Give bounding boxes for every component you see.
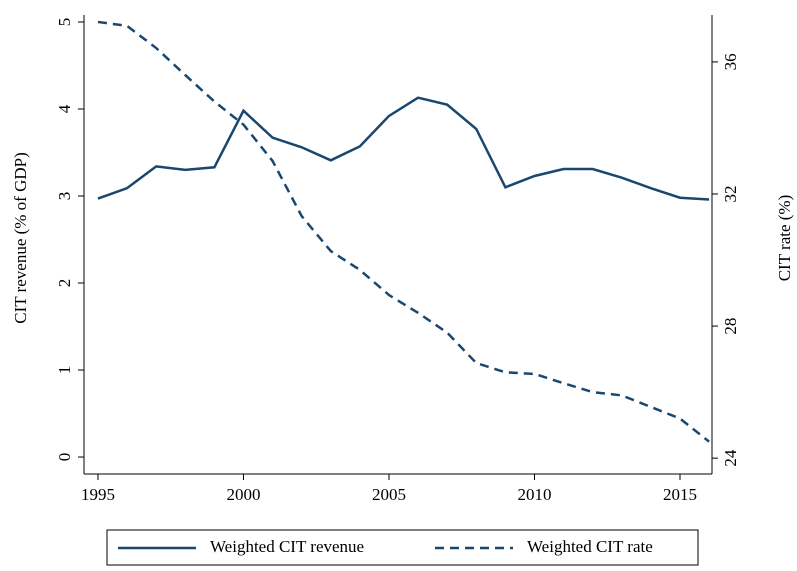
y-axis-title: CIT revenue (% of GDP) bbox=[11, 152, 30, 324]
y-tick-label: 3 bbox=[55, 192, 74, 201]
legend-label: Weighted CIT rate bbox=[527, 537, 653, 556]
x-tick-label: 2000 bbox=[226, 485, 260, 504]
y2-tick-label: 32 bbox=[721, 185, 740, 202]
y2-tick-label: 28 bbox=[721, 318, 740, 335]
x-tick-label: 2015 bbox=[663, 485, 697, 504]
legend-label: Weighted CIT revenue bbox=[210, 537, 364, 556]
y-tick-label: 0 bbox=[55, 453, 74, 462]
y-tick-label: 1 bbox=[55, 366, 74, 375]
data-line bbox=[97, 20, 710, 443]
y2-tick-label: 24 bbox=[721, 449, 740, 467]
data-line bbox=[97, 96, 710, 201]
legend-box bbox=[106, 529, 699, 566]
x-tick-label: 2005 bbox=[372, 485, 406, 504]
y2-tick-label: 36 bbox=[721, 53, 740, 70]
x-tick-label: 2010 bbox=[517, 485, 551, 504]
y-tick-label: 5 bbox=[55, 18, 74, 27]
y-tick-label: 2 bbox=[55, 279, 74, 288]
y-tick-label: 4 bbox=[55, 104, 74, 113]
x-tick-label: 1995 bbox=[81, 485, 115, 504]
y2-axis-title: CIT rate (%) bbox=[775, 195, 794, 282]
